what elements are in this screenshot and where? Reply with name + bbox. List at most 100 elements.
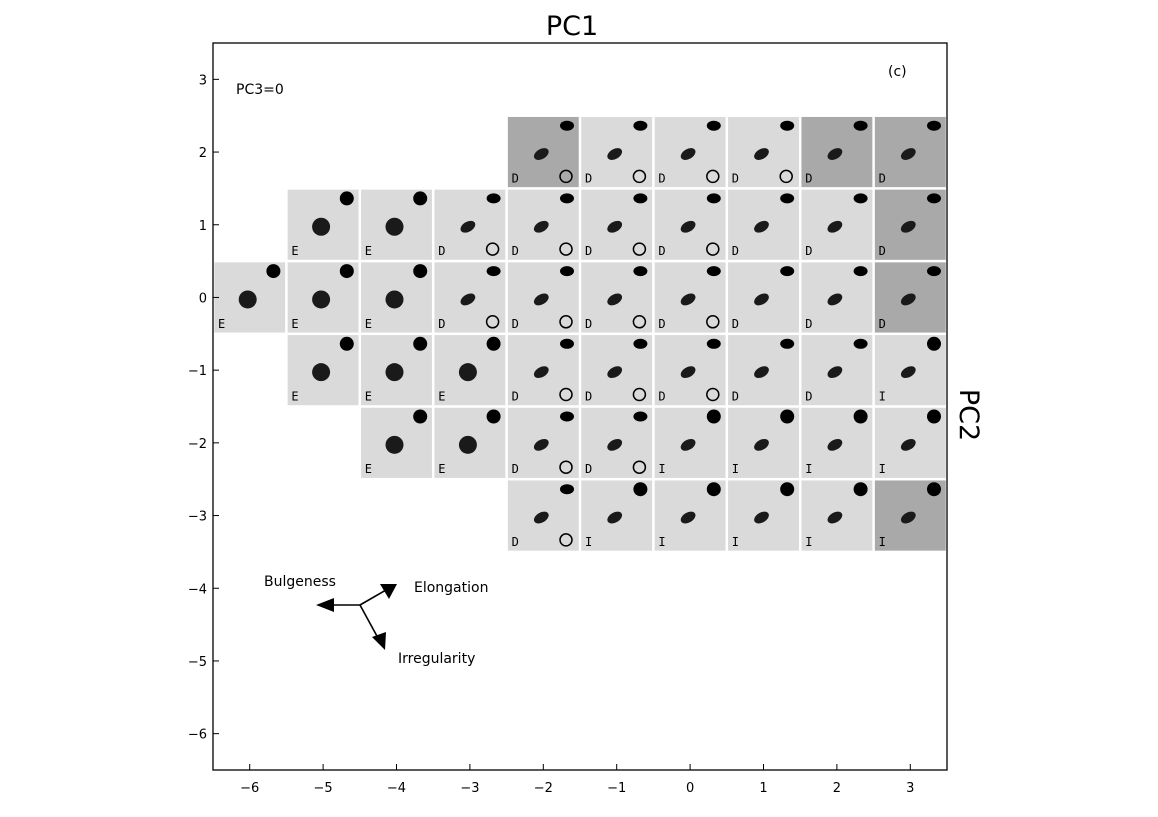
psf-marker — [780, 409, 795, 424]
galaxy-image — [900, 511, 916, 524]
morphology-class-label: I — [879, 535, 886, 549]
morphology-class-label: D — [512, 390, 519, 404]
morphology-class-label: E — [438, 462, 445, 476]
galaxy-image — [385, 217, 404, 236]
psf-marker — [560, 338, 574, 349]
psf-marker — [927, 266, 941, 277]
galaxy-image — [312, 363, 331, 382]
aperture-circle — [559, 242, 573, 256]
morphology-class-label: I — [585, 535, 592, 549]
galaxy-image — [900, 438, 916, 451]
psf-marker — [780, 482, 795, 497]
aperture-circle — [632, 169, 647, 184]
psf-marker — [560, 120, 574, 131]
galaxy-image — [754, 293, 769, 306]
aperture-circle — [779, 169, 793, 184]
galaxy-image — [900, 220, 916, 233]
galaxy-image — [385, 363, 404, 382]
psf-marker — [413, 191, 428, 206]
psf-marker — [706, 193, 721, 204]
morphology-class-label: I — [732, 462, 739, 476]
x-tick-label: −4 — [387, 781, 406, 796]
galaxy-image — [680, 220, 696, 233]
irregularity-arrow-shaft — [359, 604, 379, 639]
psf-marker — [633, 482, 648, 497]
galaxy-image — [754, 511, 769, 524]
morphology-class-label: I — [879, 390, 886, 404]
galaxy-image — [754, 220, 769, 233]
psf-marker — [927, 193, 941, 204]
irregularity-label: Irregularity — [398, 651, 475, 667]
psf-marker — [927, 336, 941, 351]
morphology-class-label: D — [805, 171, 812, 185]
psf-marker — [413, 409, 428, 424]
y-tick-label: −5 — [188, 655, 207, 670]
x-tick-label: 0 — [686, 781, 694, 796]
psf-marker — [633, 193, 648, 204]
psf-marker — [486, 193, 501, 204]
galaxy-image — [607, 511, 623, 524]
aperture-circle — [559, 315, 573, 329]
x-tick-label: −6 — [240, 781, 259, 796]
morphology-class-label: D — [879, 244, 886, 258]
morphology-class-label: D — [805, 390, 812, 404]
morphology-class-label: D — [658, 390, 665, 404]
aperture-circle — [632, 242, 647, 256]
morphology-class-label: D — [732, 244, 739, 258]
galaxy-image — [533, 148, 549, 160]
galaxy-image — [533, 438, 549, 451]
morphology-class-label: D — [585, 390, 592, 404]
plot-frame — [212, 42, 948, 771]
morphology-class-label: D — [805, 317, 812, 331]
galaxy-image — [680, 438, 696, 451]
morphology-class-label: I — [879, 462, 886, 476]
galaxy-image — [827, 220, 843, 233]
morphology-class-label: D — [512, 171, 519, 185]
morphology-class-label: E — [365, 317, 372, 331]
aperture-circle — [706, 169, 720, 184]
psf-marker — [706, 120, 721, 131]
morphology-class-label: D — [585, 244, 592, 258]
galaxy-image — [312, 217, 331, 236]
galaxy-image — [607, 293, 623, 306]
morphology-class-label: E — [365, 462, 372, 476]
galaxy-image — [607, 148, 623, 160]
morphology-class-label: E — [438, 390, 445, 404]
galaxy-image — [827, 511, 843, 524]
morphology-class-label: D — [585, 462, 592, 476]
x-tick-label: −5 — [314, 781, 333, 796]
morphology-class-label: D — [732, 317, 739, 331]
psf-marker — [339, 336, 354, 351]
psf-marker — [486, 266, 501, 277]
x-tick-label: 3 — [906, 781, 914, 796]
psf-marker — [266, 264, 281, 279]
psf-marker — [633, 338, 648, 349]
aperture-circle — [485, 315, 500, 329]
morphology-class-label: D — [512, 535, 519, 549]
galaxy-image — [607, 220, 623, 233]
galaxy-image — [900, 366, 916, 379]
morphology-class-label: D — [438, 317, 445, 331]
galaxy-image — [827, 293, 843, 306]
galaxy-image — [754, 438, 769, 451]
aperture-circle — [559, 460, 573, 474]
galaxy-image — [460, 220, 476, 233]
psf-marker — [633, 411, 648, 422]
psf-marker — [560, 266, 574, 277]
morphology-class-label: D — [585, 171, 592, 185]
galaxy-image — [680, 293, 696, 306]
x-tick-label: −1 — [607, 781, 626, 796]
psf-marker — [927, 120, 941, 131]
morphology-class-label: D — [658, 317, 665, 331]
morphology-class-label: D — [438, 244, 445, 258]
psf-marker — [706, 266, 721, 277]
y-tick-label: 3 — [199, 73, 207, 88]
galaxy-grid: D D D D D D E E D D D D D D D E E E D D D D D D D E E E D D D D D I E E D D I I… — [212, 115, 948, 553]
x-tick-label: 1 — [759, 781, 767, 796]
psf-marker — [853, 193, 868, 204]
axis-ticks: −6 −5 −4 −3 −2 −1 0 1 2 3 3 2 1 0 −1 −2 −3 −4 −5 −6 — [188, 73, 915, 796]
galaxy-image — [460, 293, 476, 306]
x-tick-label: 2 — [833, 781, 841, 796]
aperture-circle — [559, 387, 573, 402]
